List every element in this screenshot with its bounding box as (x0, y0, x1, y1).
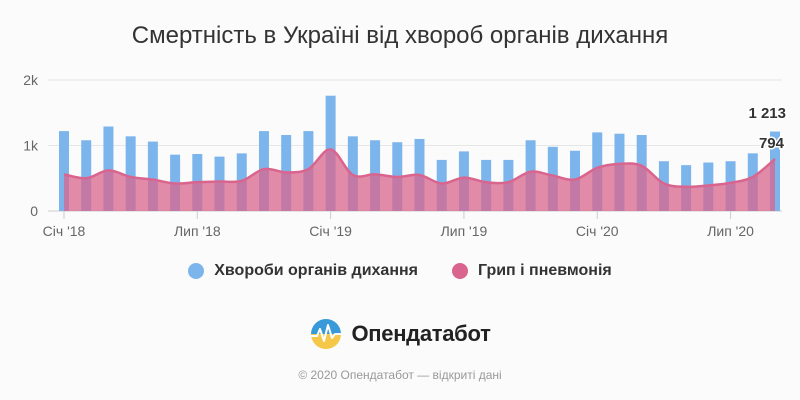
credits-text: © 2020 Опендатабот — відкриті дані (298, 368, 502, 382)
bar[interactable] (125, 136, 136, 211)
x-tick-label: Січ '20 (576, 223, 619, 239)
data-label-flu-pneumonia: 794 (759, 135, 785, 152)
legend-marker-respiratory (188, 263, 205, 279)
x-tick-label: Січ '18 (43, 223, 86, 239)
x-tick-label: Лип '20 (707, 223, 754, 239)
bar[interactable] (59, 131, 69, 211)
y-tick-label: 0 (30, 203, 38, 219)
area-fill (64, 149, 775, 211)
legend-label-respiratory: Хвороби органів дихання (214, 262, 418, 279)
data-label-respiratory: 1 213 (748, 105, 786, 122)
legend-item-respiratory[interactable]: Хвороби органів дихання (188, 262, 418, 280)
opendatabot-logo[interactable]: Опендатабот (0, 317, 800, 351)
x-tick-label: Січ '19 (309, 223, 352, 239)
x-tick-label: Лип '18 (174, 223, 221, 239)
legend-item-flu-pneumonia[interactable]: Грип і пневмонія (451, 262, 612, 280)
bar[interactable] (81, 140, 92, 211)
chart-legend: Хвороби органів дихання Грип і пневмонія (0, 262, 800, 280)
logo-text: Опендатабот (351, 321, 491, 346)
x-tick-label: Лип '19 (441, 223, 488, 239)
bar[interactable] (103, 126, 114, 211)
y-tick-label: 1k (23, 138, 39, 154)
legend-marker-flu-pneumonia (451, 263, 468, 279)
opendatabot-logo-icon (311, 319, 342, 349)
y-tick-label: 2k (23, 72, 39, 88)
legend-label-flu-pneumonia: Грип і пневмонія (477, 262, 612, 279)
bar[interactable] (147, 141, 158, 211)
chart-title: Смертність в Україні від хвороб органів … (131, 22, 669, 49)
